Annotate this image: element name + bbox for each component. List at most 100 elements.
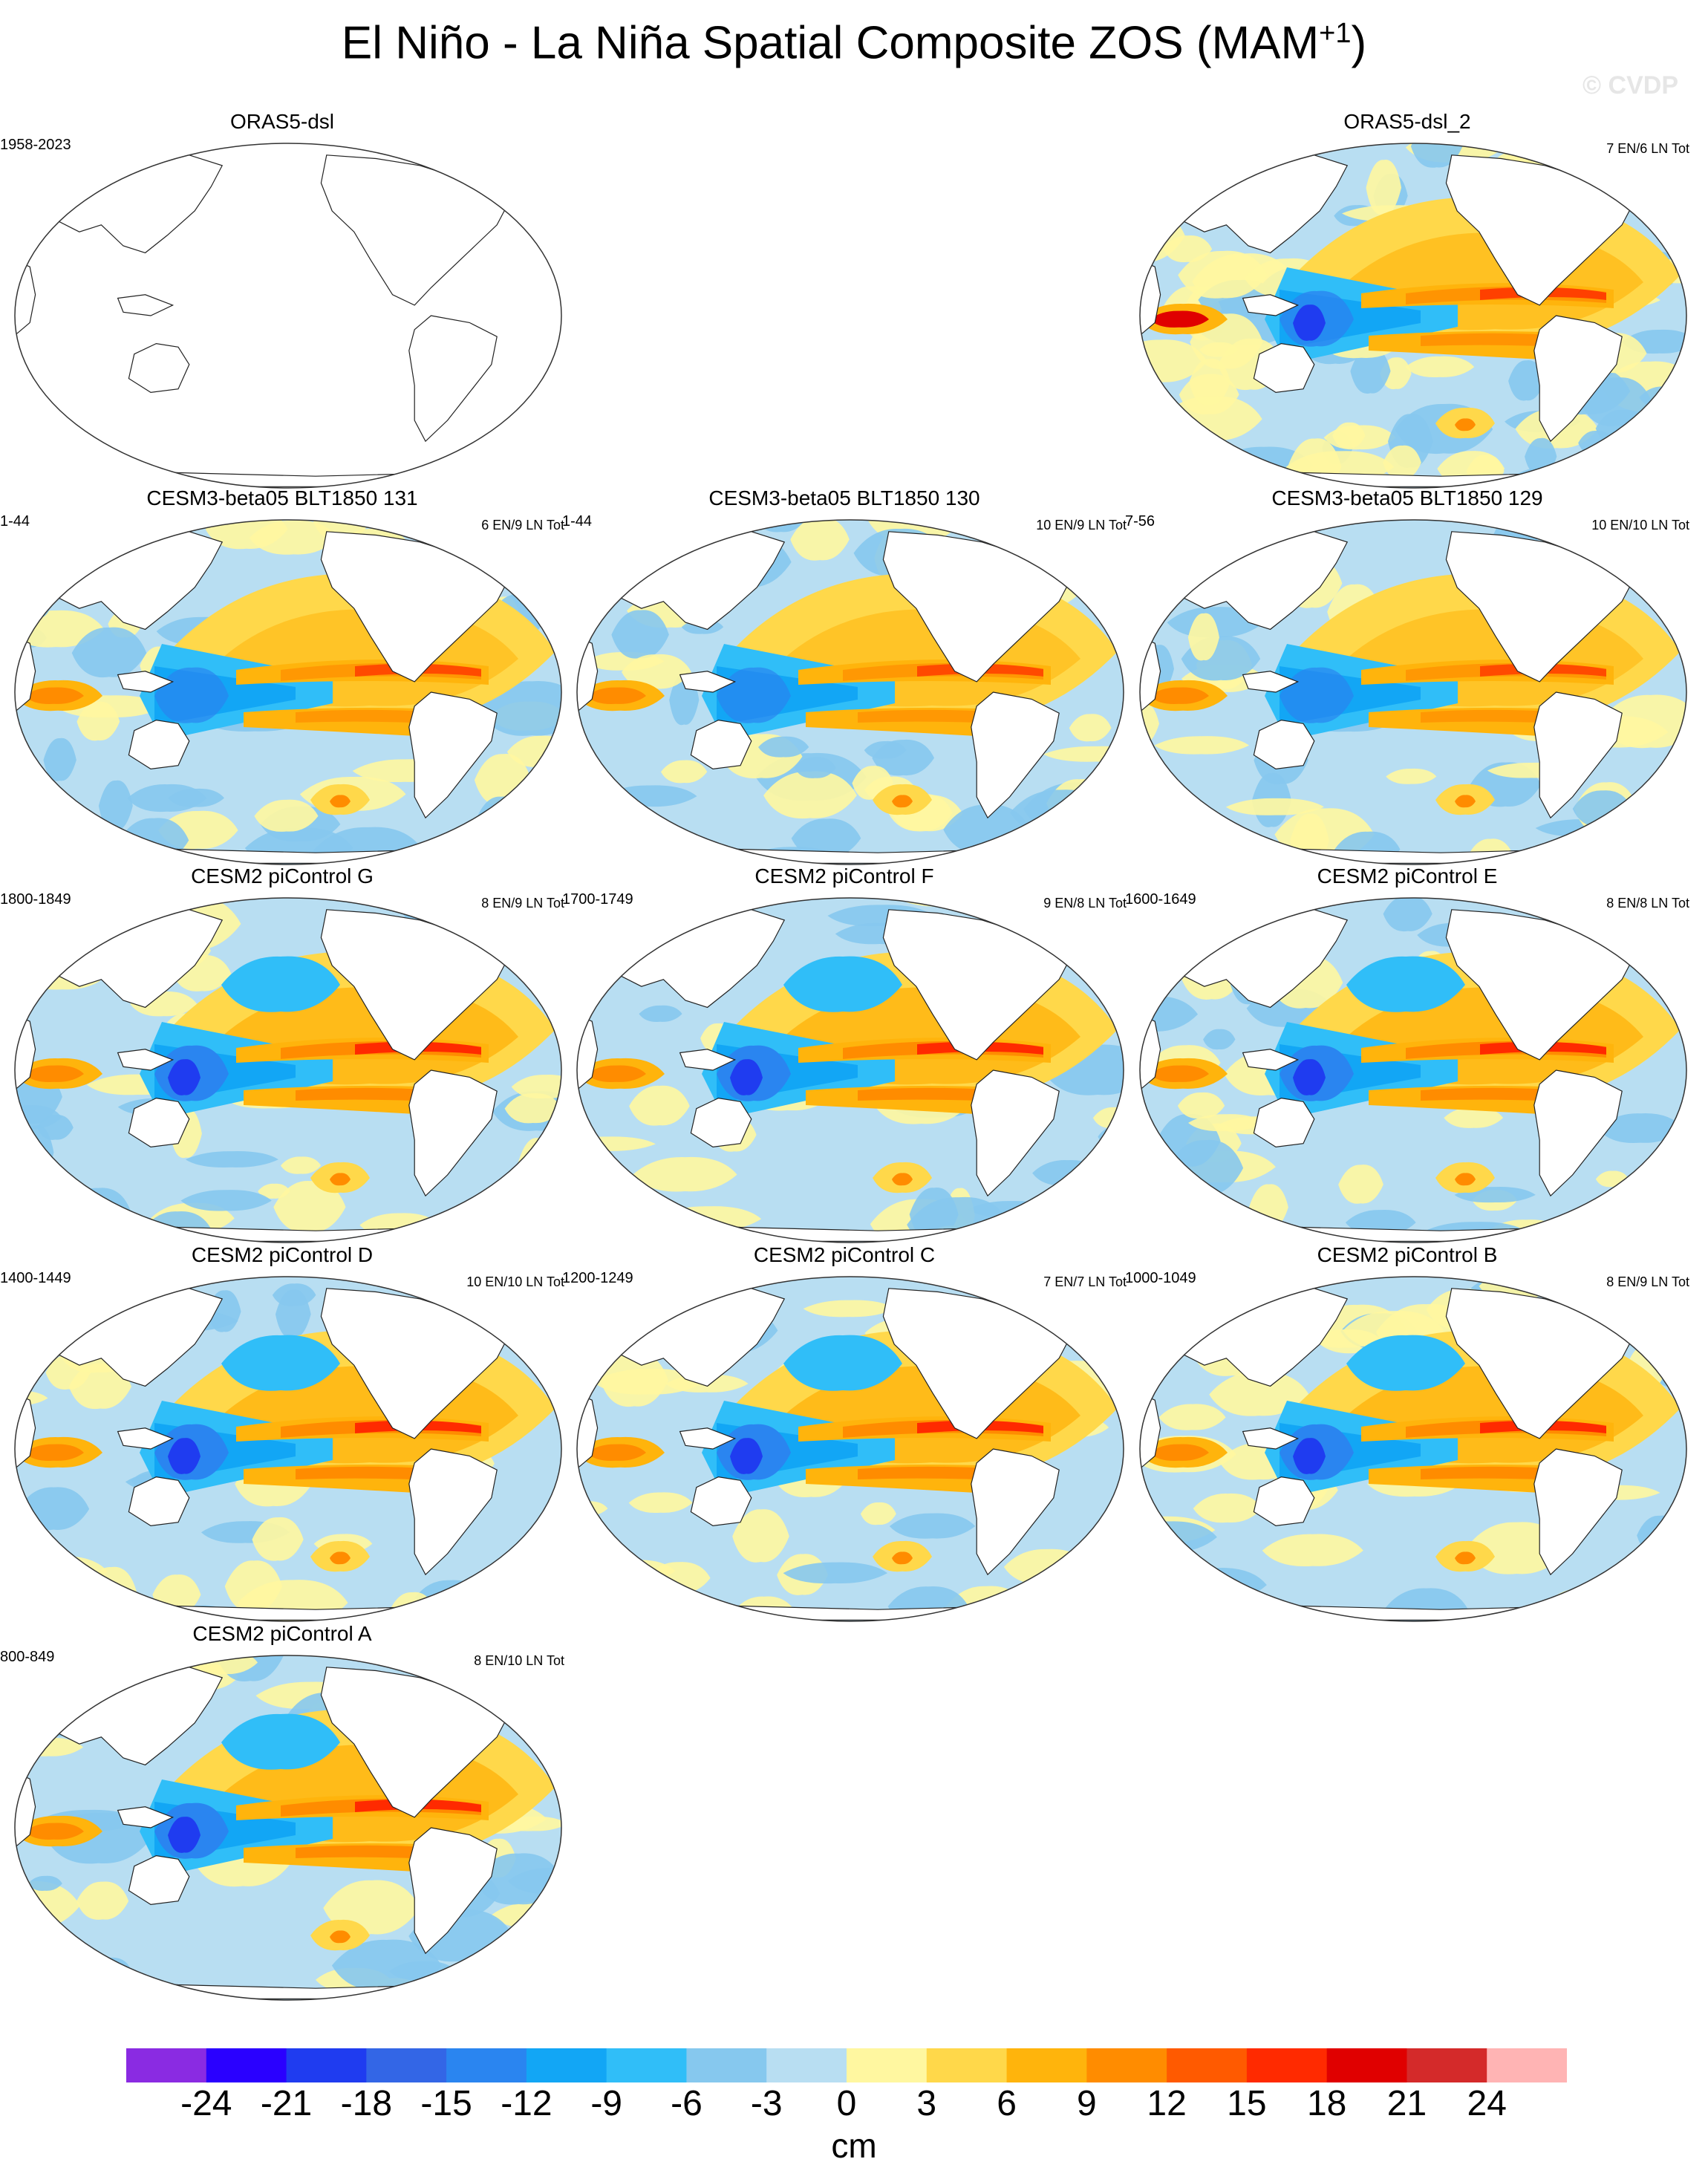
colorbar-tick-label: 21 [1386, 2084, 1427, 2123]
continent-south-america [1533, 315, 1623, 443]
panel-title: CESM2 piControl B [1317, 1243, 1498, 1266]
panel-year-range: 1958-2023 [0, 137, 71, 153]
field-layer [15, 1277, 561, 1621]
continent-south-america [408, 691, 498, 819]
map-panel: CESM2 piControl G 1800-1849 8 EN/9 LN Tot [0, 866, 564, 1245]
continent-australia [128, 1854, 190, 1906]
panel-title: CESM3-beta05 BLT1850 131 [146, 486, 418, 509]
colorbar-swatch [1006, 2048, 1087, 2082]
map-panel: CESM2 piControl F 1700-1749 9 EN/8 LN Tot [562, 866, 1127, 1245]
continent-south-america [1533, 1069, 1623, 1197]
continent-maritime-continent [1242, 1427, 1300, 1450]
panel-title: CESM3-beta05 BLT1850 129 [1271, 486, 1543, 509]
panel-year-range: 1000-1049 [1125, 1270, 1196, 1286]
colorbar-tick-label: 0 [836, 2084, 857, 2123]
field-layer [1140, 898, 1686, 1243]
continent-maritime-continent [117, 1427, 175, 1450]
map-panel: CESM2 piControl B 1000-1049 8 EN/9 LN Tot [1125, 1245, 1689, 1624]
robinson-map [1139, 143, 1687, 489]
panel-event-count: 6 EN/9 LN Tot [481, 518, 564, 533]
continent-south-america [971, 1069, 1060, 1197]
continent-australia [690, 1476, 752, 1527]
colorbar-swatch [1326, 2048, 1407, 2082]
continent-south-america [408, 1069, 498, 1197]
map-panel: CESM3-beta05 BLT1850 129 7-56 10 EN/10 LN … [1125, 488, 1689, 867]
panel-title: CESM2 piControl G [191, 864, 374, 888]
robinson-map [14, 897, 562, 1243]
continent-maritime-continent [117, 294, 175, 316]
panel-event-count: 9 EN/8 LN Tot [1043, 896, 1127, 911]
colorbar-tick-label: 15 [1227, 2084, 1267, 2123]
panel-title: ORAS5-dsl_2 [1343, 110, 1471, 133]
continent-maritime-continent [1242, 1049, 1300, 1071]
map-panel: CESM2 piControl E 1600-1649 8 EN/8 LN Tot [1125, 866, 1689, 1245]
colorbar-swatch [126, 2048, 207, 2082]
colorbar-tick-label: 3 [916, 2084, 937, 2123]
panel-event-count: 7 EN/6 LN Tot [1606, 141, 1689, 156]
continent-maritime-continent [117, 1806, 175, 1828]
robinson-map [576, 519, 1124, 865]
continent-australia [128, 719, 190, 770]
map-panel: CESM2 piControl C 1200-1249 7 EN/7 LN Tot [562, 1245, 1127, 1624]
continent-north-america [320, 154, 509, 306]
colorbar-swatch [1086, 2048, 1167, 2082]
continent-eurasia [34, 154, 224, 254]
colorbar-swatch [766, 2048, 847, 2082]
continent-australia [1253, 719, 1315, 770]
figure-title-superscript: +1 [1319, 18, 1352, 49]
globe-outline [1139, 897, 1687, 1243]
figure-title-close: ) [1351, 17, 1367, 69]
land-mask [15, 154, 519, 487]
panel-title: CESM2 piControl C [753, 1243, 936, 1266]
colorbar-swatch [1407, 2048, 1487, 2082]
robinson-map [14, 1276, 562, 1622]
field-layer [1140, 520, 1686, 864]
field-layer [1140, 143, 1686, 488]
continent-australia [690, 719, 752, 770]
panel-event-count: 10 EN/10 LN Tot [1591, 518, 1689, 533]
continent-maritime-continent [1242, 671, 1300, 693]
panel-year-range: 1-44 [0, 513, 30, 530]
panel-year-range: 1700-1749 [562, 891, 633, 908]
continent-australia [1253, 1097, 1315, 1148]
continent-australia [690, 1097, 752, 1148]
continent-maritime-continent [1242, 294, 1300, 316]
colorbar-swatch [446, 2048, 527, 2082]
robinson-map [14, 519, 562, 865]
continent-maritime-continent [117, 671, 175, 693]
colorbar-swatch [926, 2048, 1008, 2082]
map-panel: CESM3-beta05 BLT1850 131 1-44 6 EN/9 LN To… [0, 488, 564, 867]
robinson-map [1139, 519, 1687, 865]
continent-south-america [408, 315, 498, 443]
panel-title: ORAS5-dsl [229, 110, 335, 133]
colorbar-tick-label: -9 [590, 2084, 622, 2123]
robinson-map [1139, 1276, 1687, 1622]
continent-south-america [408, 1448, 498, 1576]
colorbar-swatch [286, 2048, 367, 2082]
field-layer [577, 520, 1124, 864]
colorbar-swatch [1246, 2048, 1328, 2082]
colorbar-tick-label: -15 [420, 2084, 472, 2123]
robinson-map [576, 1276, 1124, 1622]
continent-maritime-continent [117, 1049, 175, 1071]
continent-south-america [1533, 691, 1623, 819]
map-panel: CESM2 piControl D 1400-1449 10 EN/10 LN To… [0, 1245, 564, 1624]
panel-year-range: 1-44 [562, 513, 593, 530]
panel-event-count: 7 EN/7 LN Tot [1043, 1274, 1127, 1289]
panel-title: CESM3-beta05 BLT1850 130 [708, 486, 980, 509]
panel-event-count: 8 EN/9 LN Tot [481, 896, 564, 911]
globe-outline [576, 519, 1124, 865]
colorbar-swatch [366, 2048, 447, 2082]
continent-maritime-continent [679, 1427, 737, 1450]
continent-australia [1253, 342, 1315, 394]
continent-south-america [1533, 1448, 1623, 1576]
colorbar-swatch [206, 2048, 287, 2082]
panel-year-range: 1800-1849 [0, 891, 71, 908]
figure-title: El Niño - La Niña Spatial Composite ZOS … [0, 19, 1708, 67]
colorbar-tick-label: -12 [501, 2084, 553, 2123]
continent-australia [128, 1476, 190, 1527]
continent-south-america [971, 1448, 1060, 1576]
robinson-map [14, 143, 562, 489]
colorbar-tick-label: -21 [260, 2084, 313, 2123]
land-mask [1140, 154, 1644, 487]
